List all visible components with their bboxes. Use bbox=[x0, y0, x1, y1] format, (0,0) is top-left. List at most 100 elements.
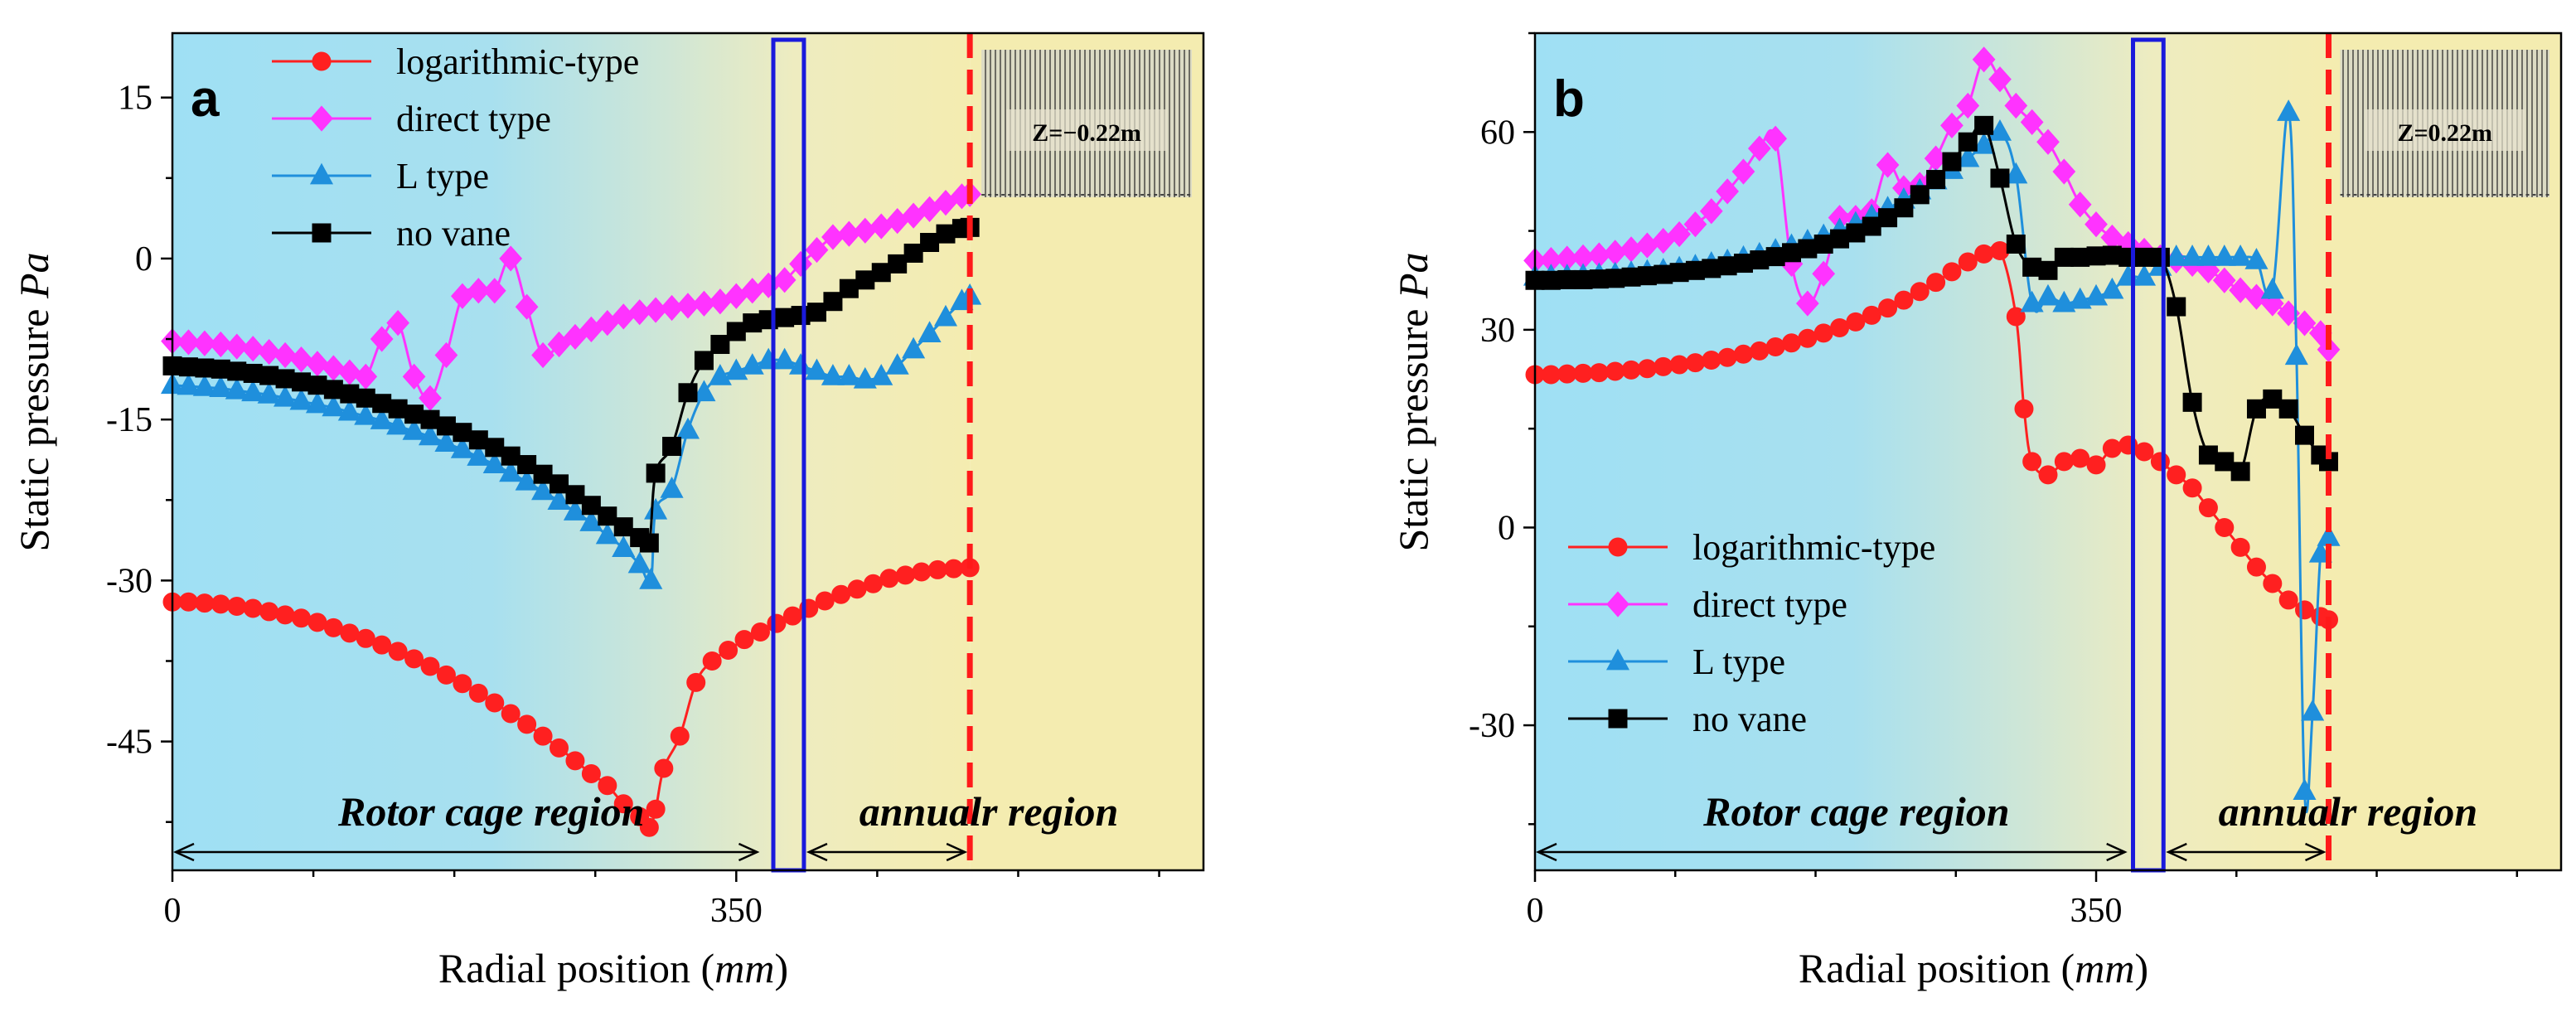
data-point-logarithmic bbox=[2150, 452, 2170, 472]
data-point-ltype bbox=[402, 419, 426, 440]
data-point-logarithmic bbox=[1557, 364, 1577, 384]
data-point-novane bbox=[2230, 462, 2250, 482]
data-point-novane bbox=[275, 369, 295, 389]
data-point-logarithmic bbox=[550, 738, 569, 758]
data-point-novane bbox=[372, 394, 392, 414]
data-point-logarithmic bbox=[895, 565, 915, 585]
data-point-ltype bbox=[2277, 99, 2301, 121]
data-point-logarithmic bbox=[243, 598, 263, 618]
data-point-direct bbox=[289, 346, 313, 373]
data-point-direct bbox=[2085, 211, 2108, 238]
data-point-direct bbox=[370, 326, 394, 352]
data-point-logarithmic bbox=[1878, 298, 1898, 318]
data-point-logarithmic bbox=[1654, 356, 1673, 376]
legend-label-direct: direct type bbox=[1692, 584, 1847, 625]
data-point-logarithmic bbox=[453, 674, 472, 694]
data-point-novane bbox=[485, 438, 505, 458]
legend-label-logarithmic: logarithmic-type bbox=[1692, 527, 1935, 568]
data-point-novane bbox=[292, 372, 311, 392]
data-point-logarithmic bbox=[1974, 244, 1994, 264]
data-point-novane bbox=[2215, 452, 2235, 472]
data-point-ltype bbox=[467, 444, 491, 466]
data-point-novane bbox=[1974, 115, 1994, 135]
data-point-ltype bbox=[289, 388, 313, 410]
data-point-direct bbox=[515, 293, 539, 320]
data-point-novane bbox=[1717, 256, 1737, 276]
data-point-novane bbox=[356, 388, 375, 408]
data-point-logarithmic bbox=[1813, 323, 1833, 343]
data-point-logarithmic bbox=[211, 594, 230, 614]
data-point-novane bbox=[791, 306, 811, 326]
arrowhead-right bbox=[2106, 842, 2128, 862]
data-point-novane bbox=[436, 416, 456, 436]
rotor-region-label: Rotor cage region bbox=[337, 788, 644, 835]
data-point-direct bbox=[1812, 260, 1836, 287]
data-point-novane bbox=[1654, 264, 1673, 284]
legend-marker-ltype bbox=[309, 162, 334, 185]
data-point-ltype bbox=[177, 373, 201, 395]
data-point-ltype bbox=[547, 488, 571, 510]
data-point-direct bbox=[1668, 220, 1691, 248]
data-point-direct bbox=[1699, 198, 1723, 225]
data-point-novane bbox=[598, 506, 617, 526]
data-point-ltype bbox=[1972, 132, 1996, 154]
data-point-logarithmic bbox=[1573, 363, 1593, 383]
y-tick-label: 0 bbox=[135, 240, 153, 278]
data-point-direct bbox=[1876, 152, 1900, 178]
data-point-novane bbox=[2022, 257, 2042, 277]
data-point-ltype bbox=[531, 478, 555, 501]
x-tick-label: 350 bbox=[2070, 892, 2123, 930]
data-point-direct bbox=[2020, 109, 2044, 135]
x-tick-label: 0 bbox=[164, 892, 182, 930]
data-point-ltype bbox=[2284, 343, 2308, 366]
data-point-novane bbox=[1589, 269, 1609, 289]
data-point-logarithmic bbox=[307, 613, 327, 632]
data-point-logarithmic bbox=[686, 672, 706, 692]
data-point-ltype bbox=[2229, 245, 2253, 266]
y-tick-label: 15 bbox=[118, 80, 153, 118]
data-point-novane bbox=[2198, 445, 2218, 465]
data-point-logarithmic bbox=[485, 693, 505, 713]
data-point-ltype bbox=[2212, 245, 2236, 266]
data-point-logarithmic bbox=[734, 630, 754, 650]
inset-label-backdrop bbox=[2365, 109, 2525, 151]
data-point-logarithmic bbox=[598, 776, 617, 796]
inset-z-label: Z=0.22m bbox=[2397, 119, 2492, 147]
data-point-novane bbox=[613, 517, 633, 537]
data-point-direct bbox=[209, 331, 233, 358]
data-point-novane bbox=[775, 308, 795, 327]
data-point-ltype bbox=[772, 347, 797, 370]
data-point-novane bbox=[839, 278, 859, 298]
data-point-novane bbox=[1702, 259, 1721, 278]
data-point-logarithmic bbox=[468, 683, 488, 703]
data-point-novane bbox=[2263, 389, 2283, 409]
data-point-novane bbox=[581, 496, 601, 516]
data-point-novane bbox=[1910, 185, 1930, 205]
data-point-novane bbox=[1813, 234, 1833, 254]
data-point-direct bbox=[547, 331, 571, 358]
data-point-novane bbox=[726, 322, 746, 341]
data-point-direct bbox=[1940, 112, 1963, 138]
data-point-logarithmic bbox=[2022, 452, 2042, 472]
data-point-ltype bbox=[675, 417, 700, 439]
data-point-logarithmic bbox=[2215, 517, 2235, 537]
data-point-logarithmic bbox=[639, 817, 659, 837]
data-point-novane bbox=[871, 263, 891, 283]
data-point-novane bbox=[639, 533, 659, 553]
panel-letter: a bbox=[191, 70, 220, 128]
data-point-ltype bbox=[692, 380, 716, 402]
data-point-logarithmic bbox=[670, 726, 690, 746]
data-point-ltype bbox=[2293, 778, 2317, 800]
data-point-novane bbox=[1878, 208, 1898, 228]
data-point-novane bbox=[565, 485, 585, 505]
data-point-ltype bbox=[1988, 119, 2012, 141]
data-point-logarithmic bbox=[356, 628, 375, 648]
data-point-novane bbox=[2086, 246, 2106, 266]
data-point-novane bbox=[2006, 234, 2026, 254]
data-point-direct bbox=[1731, 158, 1755, 185]
data-point-ltype bbox=[2100, 277, 2124, 299]
legend-label-ltype: L type bbox=[1692, 642, 1785, 682]
y-axis-title: Static pressure Pa bbox=[11, 252, 57, 551]
data-point-novane bbox=[2167, 297, 2186, 317]
